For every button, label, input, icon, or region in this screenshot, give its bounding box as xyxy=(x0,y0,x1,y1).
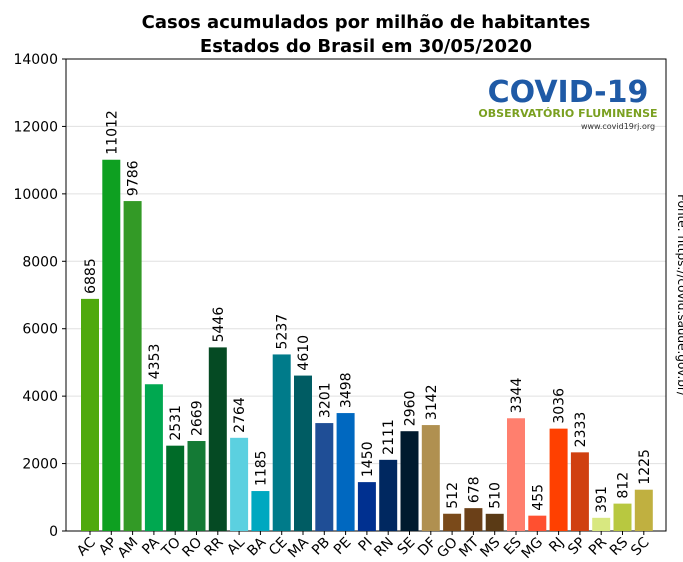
chart-title: Casos acumulados por milhão de habitante… xyxy=(142,12,591,33)
bar xyxy=(400,431,419,531)
value-label: 3498 xyxy=(339,372,355,408)
logo-title: COVID-19 xyxy=(488,75,649,110)
x-tick-label: RR xyxy=(202,534,227,559)
value-label: 2333 xyxy=(573,412,589,448)
value-label: 1450 xyxy=(360,441,376,477)
y-tick-label: 8000 xyxy=(22,254,58,270)
bar xyxy=(187,441,206,531)
value-label: 11012 xyxy=(104,110,120,155)
value-label: 3344 xyxy=(509,378,525,414)
bar xyxy=(81,298,99,531)
value-label: 2960 xyxy=(403,391,419,427)
value-label: 812 xyxy=(616,472,632,499)
bar xyxy=(230,437,249,531)
bar xyxy=(294,375,312,531)
value-label: 2669 xyxy=(190,400,206,436)
bar xyxy=(485,513,504,531)
x-tick-label: PR xyxy=(586,534,610,558)
bar xyxy=(272,354,291,531)
source-note: Fonte: https://covid.saude.gov.br/ xyxy=(675,194,683,397)
value-label: 1225 xyxy=(637,449,653,485)
x-tick-label: PI xyxy=(356,535,376,555)
value-label: 4610 xyxy=(296,335,312,371)
y-tick-label: 14000 xyxy=(13,52,58,68)
bar xyxy=(549,428,568,531)
x-tick-label: AP xyxy=(96,535,120,559)
logo-url: www.covid19rj.org xyxy=(581,122,655,131)
y-tick-label: 10000 xyxy=(13,187,58,203)
value-label: 5237 xyxy=(275,314,291,350)
value-label: 3201 xyxy=(317,382,333,418)
bar xyxy=(166,445,185,531)
bar xyxy=(443,513,462,531)
x-tick-label: RN xyxy=(371,535,397,561)
value-label: 2764 xyxy=(232,397,248,433)
value-label: 2111 xyxy=(381,419,397,455)
value-label: 1185 xyxy=(253,450,269,486)
x-tick-label: PA xyxy=(139,534,163,558)
bar xyxy=(123,201,142,531)
value-label: 9786 xyxy=(126,160,142,196)
x-tick-label: SE xyxy=(394,535,418,559)
bar xyxy=(144,384,163,531)
bar xyxy=(634,489,653,531)
bar xyxy=(507,418,525,531)
bar xyxy=(251,491,270,531)
x-tick-label: RJ xyxy=(546,535,567,556)
y-tick-label: 12000 xyxy=(13,119,58,135)
y-tick-label: 4000 xyxy=(22,389,58,405)
x-tick-label: SP xyxy=(565,535,589,559)
logo: COVID-19 OBSERVATÓRIO FLUMINENSE www.cov… xyxy=(478,75,657,131)
x-tick-label: AM xyxy=(115,535,142,562)
bar xyxy=(102,159,121,531)
y-tick-label: 6000 xyxy=(22,322,58,338)
x-tick-label: MG xyxy=(519,535,547,562)
value-label: 5446 xyxy=(211,307,227,343)
value-label: 512 xyxy=(445,482,461,509)
bar xyxy=(613,503,632,531)
x-tick-label: AL xyxy=(224,534,248,558)
bar xyxy=(379,459,398,531)
bar xyxy=(357,482,376,531)
value-label: 391 xyxy=(594,486,610,513)
bar xyxy=(336,413,355,531)
value-label: 3036 xyxy=(552,388,568,424)
y-tick-label: 0 xyxy=(49,524,58,540)
bar xyxy=(464,508,483,531)
bar xyxy=(528,515,547,531)
x-tick-label: PE xyxy=(331,535,355,559)
x-tick-label: PB xyxy=(309,535,333,559)
chart-subtitle: Estados do Brasil em 30/05/2020 xyxy=(200,36,532,57)
value-label: 3142 xyxy=(424,384,440,420)
value-label: 2531 xyxy=(168,405,184,441)
value-label: 455 xyxy=(530,484,546,511)
bar xyxy=(315,423,334,531)
bar xyxy=(208,347,227,531)
y-tick-label: 2000 xyxy=(22,457,58,473)
value-label: 4353 xyxy=(147,344,163,380)
x-tick-label: CE xyxy=(266,535,290,559)
x-tick-label: SC xyxy=(628,534,653,559)
bar xyxy=(421,425,440,531)
x-tick-label: MS xyxy=(477,534,503,560)
bar xyxy=(592,517,611,531)
bar xyxy=(570,452,589,531)
value-label: 6885 xyxy=(83,258,99,294)
logo-subtitle: OBSERVATÓRIO FLUMINENSE xyxy=(478,107,657,120)
value-label: 678 xyxy=(466,476,482,503)
value-label: 510 xyxy=(488,482,504,509)
